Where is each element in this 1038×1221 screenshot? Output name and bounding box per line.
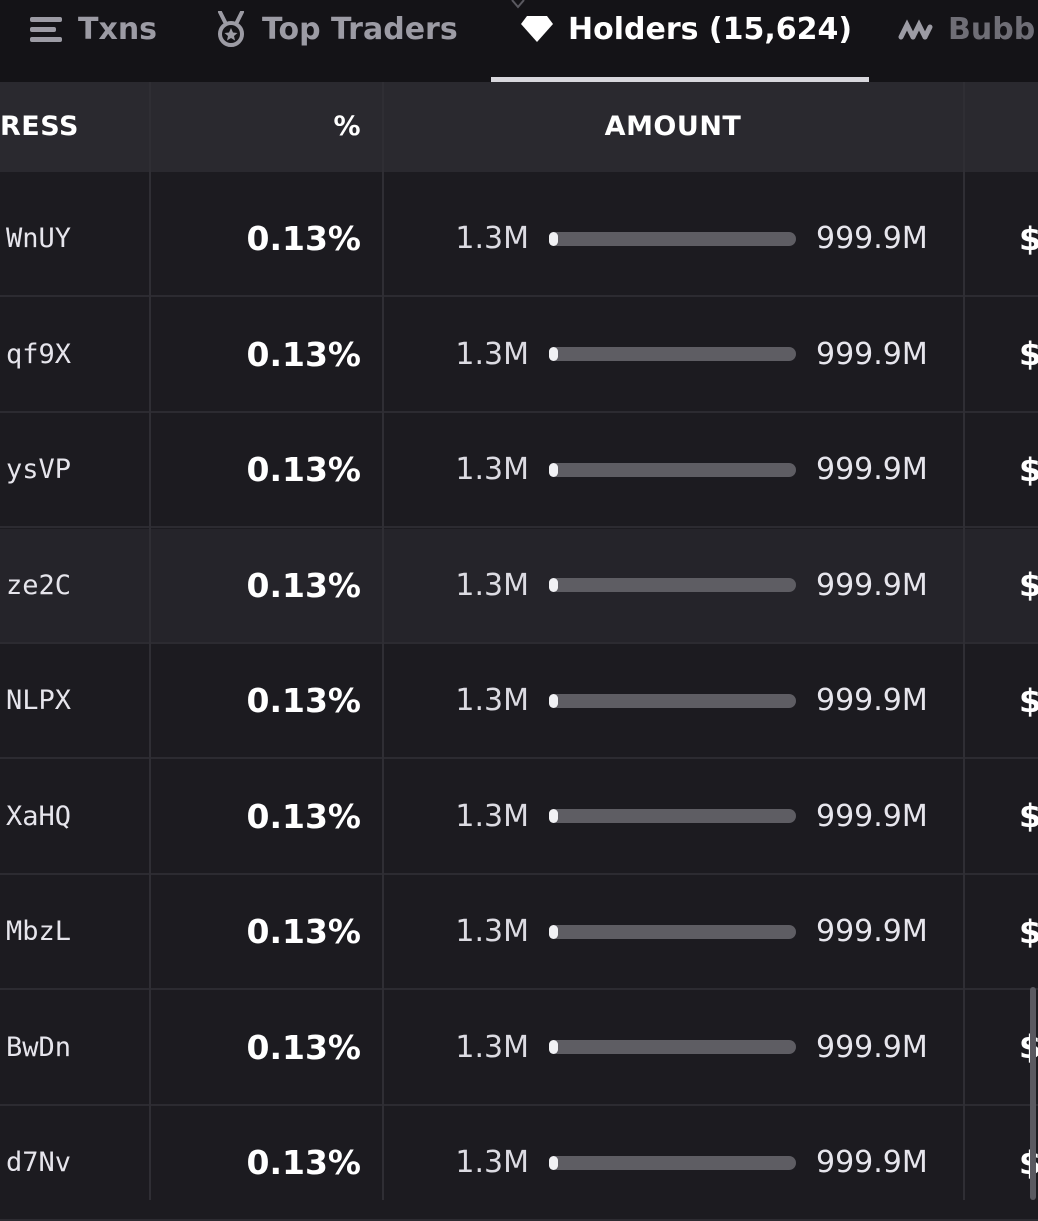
holding-percent: 0.13% — [246, 912, 362, 951]
holder-address[interactable]: MbzL — [6, 916, 72, 947]
holding-percent: 0.13% — [246, 1143, 362, 1182]
total-supply: 999.9M — [816, 914, 928, 949]
holding-amount: 1.3M — [455, 1145, 529, 1180]
holding-percent: 0.13% — [246, 219, 362, 258]
holding-value: $ — [1019, 219, 1038, 258]
caret-icon — [511, 0, 525, 9]
table-row[interactable]: WnUY 0.13% 1.3M 999.9M $ — [0, 182, 1038, 297]
total-supply: 999.9M — [816, 221, 928, 256]
holding-progress-fill — [549, 809, 558, 823]
total-supply: 999.9M — [816, 683, 928, 718]
table-row[interactable]: ze2C 0.13% 1.3M 999.9M $ — [0, 528, 1038, 644]
holding-percent: 0.13% — [246, 565, 362, 605]
holder-address[interactable]: XaHQ — [6, 800, 72, 832]
table-row[interactable]: MbzL 0.13% 1.3M 999.9M $ — [0, 875, 1038, 990]
table-row[interactable]: NLPX 0.13% 1.3M 999.9M $ — [0, 644, 1038, 759]
holding-value: $ — [1019, 681, 1038, 720]
holding-percent: 0.13% — [246, 450, 362, 489]
holding-amount: 1.3M — [455, 336, 529, 372]
holding-amount: 1.3M — [455, 567, 529, 603]
table-row[interactable]: d7Nv 0.13% 1.3M 999.9M $ — [0, 1106, 1038, 1221]
holding-value: $ — [1019, 450, 1038, 489]
holding-progress-bar — [549, 231, 796, 246]
table-row[interactable]: qf9X 0.13% 1.3M 999.9M $ — [0, 298, 1038, 413]
column-divider — [963, 82, 965, 1200]
table-row[interactable]: BwDn 0.13% 1.3M 999.9M $ — [0, 991, 1038, 1106]
tab-bar: Txns Top Traders Holders (15,624) — [0, 0, 1038, 82]
holding-progress-fill — [549, 462, 558, 477]
holding-progress-bar — [549, 693, 796, 708]
holding-amount: 1.3M — [455, 452, 529, 487]
holding-progress-bar — [549, 924, 796, 939]
holding-progress-fill — [549, 578, 558, 592]
holding-amount: 1.3M — [455, 683, 529, 718]
tab-label: Bubb — [948, 11, 1036, 47]
tab-label: Txns — [78, 11, 158, 47]
total-supply: 999.9M — [816, 1029, 928, 1065]
holder-address[interactable]: ze2C — [6, 569, 72, 601]
holding-progress-fill — [549, 1040, 558, 1054]
column-header-amount[interactable]: AMOUNT — [604, 110, 742, 142]
holder-address[interactable]: WnUY — [6, 223, 72, 254]
holding-progress-fill — [549, 1155, 558, 1170]
holding-progress-fill — [549, 347, 558, 361]
tab-label: Holders (15,624) — [568, 11, 853, 47]
holding-amount: 1.3M — [455, 221, 529, 256]
holding-amount: 1.3M — [455, 1029, 529, 1065]
holder-address[interactable]: NLPX — [6, 685, 72, 716]
total-supply: 999.9M — [816, 798, 928, 834]
tab-holders[interactable]: Holders (15,624) — [520, 0, 852, 58]
tab-label: Top Traders — [262, 11, 458, 47]
holding-progress-fill — [549, 693, 558, 708]
total-supply: 999.9M — [816, 336, 928, 372]
holding-progress-bar — [549, 1155, 796, 1170]
holding-progress-bar — [549, 347, 796, 361]
holding-value: $ — [1019, 797, 1038, 835]
holding-progress-bar — [549, 809, 796, 823]
holder-address[interactable]: BwDn — [6, 1031, 72, 1063]
holding-progress-bar — [549, 1040, 796, 1054]
medal-icon — [214, 11, 248, 47]
tab-top-traders[interactable]: Top Traders — [214, 0, 458, 58]
diamond-icon — [520, 15, 554, 43]
scrollbar-thumb[interactable] — [1030, 987, 1036, 1200]
total-supply: 999.9M — [816, 567, 928, 603]
holding-percent: 0.13% — [246, 796, 362, 836]
table-row[interactable]: ysVP 0.13% 1.3M 999.9M $ — [0, 413, 1038, 528]
active-tab-indicator — [491, 77, 869, 82]
holding-value: $ — [1019, 912, 1038, 951]
holding-progress-bar — [549, 462, 796, 477]
total-supply: 999.9M — [816, 1145, 928, 1180]
holder-address[interactable]: d7Nv — [6, 1147, 72, 1178]
holding-progress-fill — [549, 231, 558, 246]
holding-progress-bar — [549, 578, 796, 592]
holder-address[interactable]: qf9X — [6, 338, 72, 370]
tab-txns[interactable]: Txns — [30, 0, 157, 58]
table-header: RESS % AMOUNT — [0, 82, 1038, 172]
holding-amount: 1.3M — [455, 914, 529, 949]
table-row[interactable]: XaHQ 0.13% 1.3M 999.9M $ — [0, 760, 1038, 875]
bubblemaps-icon — [898, 18, 934, 40]
column-divider — [382, 82, 384, 1200]
list-icon — [30, 15, 64, 43]
column-header-address[interactable]: RESS — [0, 110, 79, 142]
tab-bubblemaps[interactable]: Bubb — [898, 0, 1035, 58]
holding-percent: 0.13% — [246, 334, 362, 374]
holder-address[interactable]: ysVP — [6, 454, 72, 485]
holding-percent: 0.13% — [246, 1027, 362, 1067]
total-supply: 999.9M — [816, 452, 928, 487]
holding-value: $ — [1019, 566, 1038, 604]
column-header-percent[interactable]: % — [333, 110, 361, 142]
holding-value: $ — [1019, 335, 1038, 373]
column-divider — [149, 82, 151, 1200]
holding-amount: 1.3M — [455, 798, 529, 834]
holding-percent: 0.13% — [246, 681, 362, 720]
holding-progress-fill — [549, 924, 558, 939]
